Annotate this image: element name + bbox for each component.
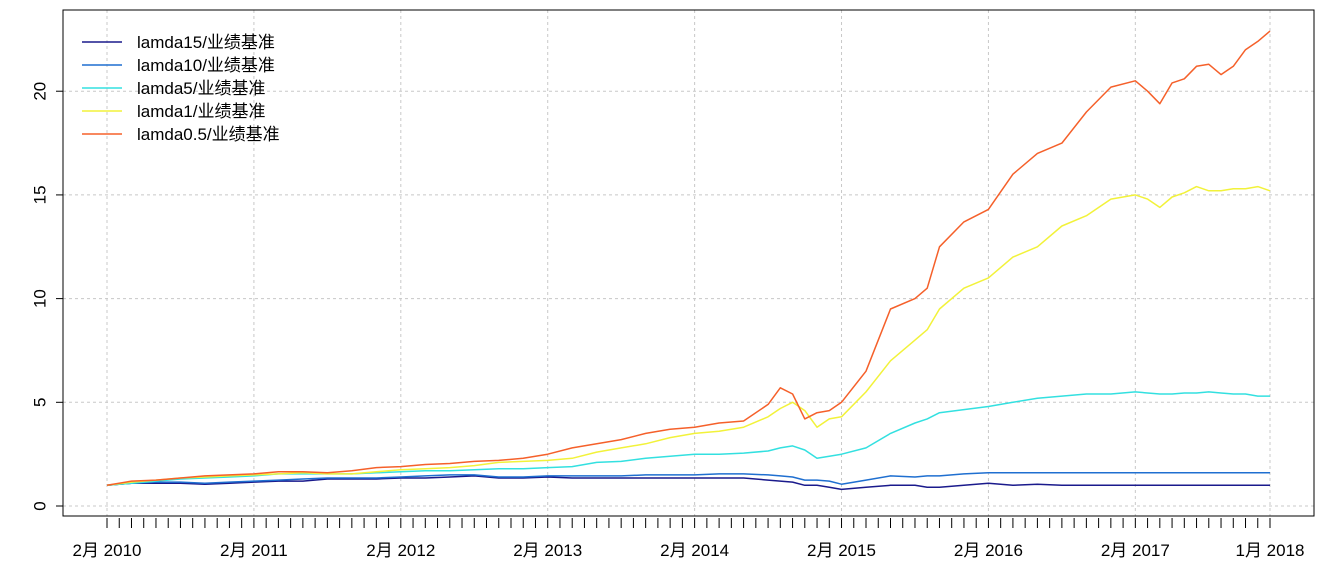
x-tick-label: 2月 2012 bbox=[366, 541, 435, 560]
x-tick-label: 2月 2016 bbox=[954, 541, 1023, 560]
axes: 0 5 10 15 20 2月 2010 2月 2011 2月 2012 2月 2013 2月 2… bbox=[30, 82, 1304, 560]
legend-label-2: lamda10/业绩基准 bbox=[137, 56, 275, 75]
legend: lamda15/业绩基准 lamda10/业绩基准 lamda5/业绩基准 lamda… bbox=[82, 33, 280, 144]
x-tick-label: 2月 2011 bbox=[220, 541, 288, 560]
y-tick-label: 0 bbox=[30, 501, 49, 510]
x-tick-label: 2月 2017 bbox=[1101, 541, 1170, 560]
series-line-5 bbox=[106, 30, 1271, 487]
legend-label-5: lamda0.5/业绩基准 bbox=[137, 125, 280, 144]
grid bbox=[63, 10, 1314, 516]
series-lines bbox=[106, 30, 1271, 491]
plot-frame bbox=[62, 9, 1315, 517]
series-line-4 bbox=[106, 185, 1271, 487]
x-tick-label: 2月 2014 bbox=[660, 541, 729, 560]
x-tick-label: 2月 2015 bbox=[807, 541, 876, 560]
series-line-2 bbox=[106, 472, 1270, 487]
y-tick-label: 20 bbox=[30, 82, 49, 101]
x-tick-label: 1月 2018 bbox=[1236, 541, 1305, 560]
y-tick-label: 5 bbox=[30, 398, 49, 407]
series-line-1 bbox=[106, 475, 1270, 491]
y-tick-label: 10 bbox=[30, 289, 49, 308]
x-tick-label: 2月 2010 bbox=[73, 541, 142, 560]
legend-label-1: lamda15/业绩基准 bbox=[137, 33, 275, 52]
legend-label-4: lamda1/业绩基准 bbox=[137, 102, 265, 121]
x-tick-label: 2月 2013 bbox=[513, 541, 582, 560]
legend-label-3: lamda5/业绩基准 bbox=[137, 79, 265, 98]
y-tick-label: 15 bbox=[30, 185, 49, 204]
